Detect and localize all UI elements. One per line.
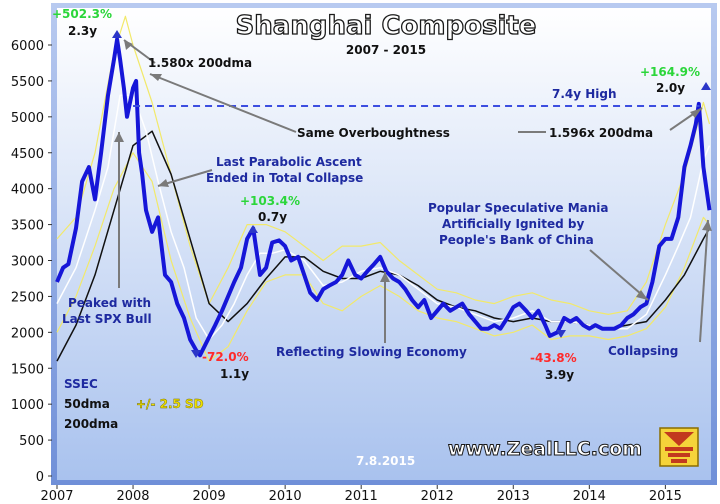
annotation-ratio-2007: 1.580x 200dma <box>148 56 252 70</box>
annotation-dur-2009: 0.7y <box>258 210 287 224</box>
y-tick-label: 5500 <box>11 75 44 90</box>
arrowhead-collapsing <box>702 220 712 231</box>
arrowhead-same-ob-left <box>150 74 162 81</box>
marker-peak-2009 <box>248 225 258 233</box>
x-axis-ticks: 2007 2008 2009 2010 2011 2012 2013 2014 2015 <box>40 485 682 504</box>
series-group <box>55 15 712 362</box>
x-tick-label: 2012 <box>421 489 454 504</box>
annotation-dur-2007: 2.3y <box>68 24 97 38</box>
annotation-peaked-2: Last SPX Bull <box>62 312 152 326</box>
annotation-peaked-1: Peaked with <box>68 296 151 310</box>
annotation-pct-2007: +502.3% <box>52 7 112 21</box>
marker-trough-2013 <box>556 330 566 338</box>
annotation-mania-1: Popular Speculative Mania <box>428 201 609 215</box>
x-tick-label: 2013 <box>497 489 530 504</box>
y-axis-ticks: 0 500 1000 1500 2000 2500 3000 3500 4000 4500 5000… <box>11 39 52 485</box>
arrowhead-mania <box>636 290 648 300</box>
x-tick-label: 2011 <box>345 489 378 504</box>
annotation-dur-2008: 1.1y <box>220 367 249 381</box>
x-tick-label: 2010 <box>269 489 302 504</box>
extremum-markers <box>112 30 711 358</box>
x-tick-label: 2008 <box>116 489 149 504</box>
y-tick-label: 0 <box>36 470 44 485</box>
annotation-mania-2: Artificially Ignited by <box>442 217 584 231</box>
legend-ssec: SSEC <box>64 377 98 391</box>
arrowhead-ratio-2015 <box>690 108 702 118</box>
annotation-last-parabolic-2: Ended in Total Collapse <box>206 171 363 185</box>
annotation-pct-2013: -43.8% <box>530 351 577 365</box>
annotation-pct-2015: +164.9% <box>640 65 700 79</box>
annotation-last-parabolic-1: Last Parabolic Ascent <box>216 155 362 169</box>
annotation-seven-year-high: 7.4y High <box>552 87 617 101</box>
plot-area <box>57 8 711 480</box>
y-tick-label: 5000 <box>11 111 44 126</box>
y-tick-label: 4500 <box>11 147 44 162</box>
arrowhead-slowing <box>380 272 390 282</box>
annotation-dur-2013: 3.9y <box>545 368 574 382</box>
marker-peak-2015 <box>701 82 711 90</box>
series-sd-lower-line <box>56 152 710 362</box>
marker-peak-2007 <box>112 30 122 38</box>
annotation-arrowheads <box>114 40 712 300</box>
y-tick-label: 3500 <box>11 219 44 234</box>
arrowhead-ratio-2007 <box>124 40 133 50</box>
arrowhead-last-para <box>158 179 169 187</box>
zeal-logo-bar-1 <box>665 447 693 451</box>
marker-trough-2008 <box>191 350 201 358</box>
series-ssec-line <box>55 37 712 358</box>
legend: SSEC 50dma +/- 2.5 SD 200dma <box>64 377 204 431</box>
y-tick-label: 2500 <box>11 290 44 305</box>
annotation-pct-2008: -72.0% <box>202 350 249 364</box>
annotation-mania-3: People's Bank of China <box>439 233 594 247</box>
legend-50dma: 50dma <box>64 397 110 411</box>
y-tick-label: 6000 <box>11 39 44 54</box>
y-tick-label: 1000 <box>11 398 44 413</box>
legend-sd-band: +/- 2.5 SD <box>136 397 204 411</box>
annotation-collapsing: Collapsing <box>608 344 678 358</box>
x-tick-label: 2009 <box>193 489 226 504</box>
series-sd-upper-line <box>56 15 711 315</box>
footer-url: www.ZealLLC.com <box>448 438 642 460</box>
chart-title: Shanghai Composite <box>236 11 537 41</box>
y-tick-label: 1500 <box>11 362 44 377</box>
x-tick-label: 2015 <box>649 489 682 504</box>
annotation-same-overboughtness: Same Overboughtness <box>297 126 450 140</box>
annotation-pct-2009: +103.4% <box>240 194 300 208</box>
zeal-logo-bar-2 <box>668 453 690 457</box>
annotation-slowing-economy: Reflecting Slowing Economy <box>276 345 467 359</box>
y-tick-label: 3000 <box>11 255 44 270</box>
zeal-logo-bar-3 <box>671 459 687 463</box>
annotation-ratio-2015: 1.596x 200dma <box>549 126 653 140</box>
y-tick-label: 4000 <box>11 183 44 198</box>
y-tick-label: 500 <box>19 434 44 449</box>
arrowhead-peaked <box>114 132 124 142</box>
legend-200dma: 200dma <box>64 417 118 431</box>
zeal-logo <box>659 427 699 467</box>
chart-subtitle: 2007 - 2015 <box>346 43 426 57</box>
arrow-collapsing <box>699 219 709 343</box>
footer-date: 7.8.2015 <box>356 454 415 468</box>
x-tick-label: 2014 <box>573 489 606 504</box>
y-tick-label: 2000 <box>11 326 44 341</box>
annotation-dur-2015: 2.0y <box>656 81 685 95</box>
arrow-mania <box>589 249 649 301</box>
x-tick-label: 2007 <box>40 489 73 504</box>
arrow-same-ob-left <box>149 73 297 133</box>
zeal-logo-top-triangle <box>664 432 694 446</box>
